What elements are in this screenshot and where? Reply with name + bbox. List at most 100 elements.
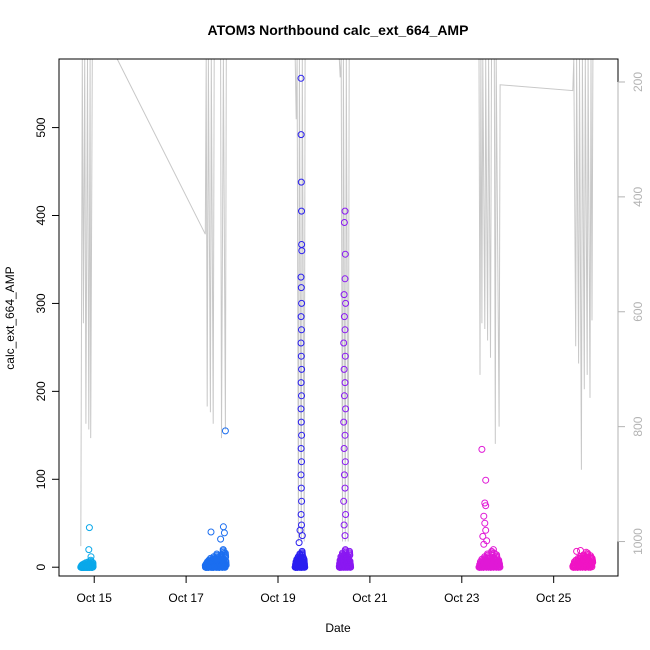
data-point [478, 445, 486, 453]
data-point [207, 528, 215, 536]
data-point [345, 559, 353, 567]
plot-frame [58, 58, 619, 577]
right-tick-label: 400 [631, 187, 645, 207]
y-tick-label: 500 [34, 117, 48, 137]
x-tick-label: Oct 23 [444, 591, 480, 605]
data-point [342, 299, 350, 307]
data-point [297, 273, 305, 281]
data-point [297, 379, 305, 387]
data-point [222, 561, 230, 569]
data-point [341, 379, 349, 387]
data-point [340, 365, 348, 373]
data-point [342, 405, 350, 413]
data-point [496, 563, 504, 571]
data-point [298, 365, 306, 373]
data-point [341, 458, 349, 466]
data-point [340, 392, 348, 400]
data-point [479, 532, 487, 540]
data-point [297, 405, 305, 413]
data-point [85, 546, 93, 554]
data-point [300, 559, 308, 567]
x-tick-label: Oct 17 [168, 591, 204, 605]
data-point [342, 550, 350, 558]
data-point [340, 521, 348, 529]
data-point [219, 523, 227, 531]
data-point [213, 554, 221, 562]
data-point [87, 553, 95, 561]
data-point [340, 471, 348, 479]
depth-series [80, 58, 594, 547]
x-tick-label: Oct 21 [352, 591, 388, 605]
data-point [298, 247, 306, 255]
data-point [340, 291, 348, 299]
data-point [340, 339, 348, 347]
data-point [341, 326, 349, 334]
right-tick-label: 600 [631, 301, 645, 321]
data-point [340, 497, 348, 505]
data-point [340, 418, 348, 426]
data-point [582, 548, 590, 556]
data-point [341, 250, 349, 258]
data-point [480, 512, 488, 520]
data-point [342, 511, 350, 518]
data-point [347, 563, 355, 571]
data-point [341, 484, 349, 492]
data-point [298, 207, 305, 215]
y-tick-label: 300 [34, 293, 48, 313]
data-point [480, 540, 488, 548]
y-tick-label: 200 [34, 381, 48, 401]
data-point [298, 532, 306, 540]
right-tick-label: 1000 [631, 528, 645, 555]
data-point [573, 547, 581, 555]
data-point [583, 562, 591, 570]
data-point [341, 532, 349, 540]
data-point [298, 458, 305, 466]
data-point [297, 445, 305, 452]
data-point [298, 431, 306, 439]
data-point [220, 550, 227, 558]
data-point [297, 178, 305, 186]
y-axis-label: calc_ext_664_AMP [3, 266, 17, 369]
data-point [341, 431, 349, 439]
data-point [85, 524, 93, 532]
data-point [481, 519, 489, 527]
data-point [298, 497, 306, 505]
x-tick-label: Oct 15 [77, 591, 113, 605]
x-tick-label: Oct 19 [260, 591, 296, 605]
data-point [341, 352, 349, 360]
chart-title: ATOM3 Northbound calc_ext_664_AMP [208, 22, 469, 38]
right-tick-label: 800 [631, 416, 645, 436]
data-point [340, 445, 348, 452]
data-point [588, 563, 596, 571]
y-axis: 0 100 200 300 400 500 [34, 117, 60, 571]
y-tick-label: 0 [34, 564, 48, 571]
data-point [589, 558, 597, 566]
y-tick-label: 100 [34, 469, 48, 489]
x-tick-label: Oct 25 [536, 591, 572, 605]
data-point [295, 539, 303, 547]
data-point [297, 313, 305, 321]
data-point [482, 476, 490, 484]
data-point [297, 484, 305, 492]
data-point [297, 511, 305, 518]
data-point [297, 471, 305, 479]
data-point [297, 284, 305, 292]
data-point [220, 529, 228, 537]
data-point [346, 551, 354, 559]
data-point [221, 427, 229, 435]
data-point [298, 392, 305, 400]
data-point [297, 418, 305, 426]
data-point [297, 131, 305, 139]
data-point [340, 219, 348, 226]
data-point [220, 559, 228, 567]
data-point [301, 563, 309, 571]
data-point [482, 502, 490, 510]
scatter-series [77, 74, 597, 571]
right-axis: 200 400 600 800 1000 [617, 72, 645, 555]
data-point [89, 563, 97, 571]
data-point [222, 553, 230, 561]
data-point [297, 352, 305, 360]
right-tick-label: 200 [631, 72, 645, 92]
data-point [577, 547, 584, 554]
